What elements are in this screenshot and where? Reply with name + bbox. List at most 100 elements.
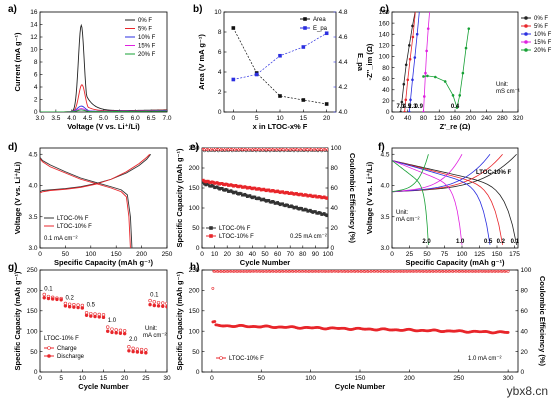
nyquist-curve: [423, 28, 470, 110]
y-tick-label: 180: [379, 9, 390, 16]
plot-area: [399, 12, 471, 112]
y2-axis-label: E_pa: [356, 53, 365, 72]
x-tick-label: 200: [136, 251, 147, 258]
x-tick-label: 80: [299, 251, 307, 258]
nyquist-point: [404, 63, 408, 67]
nyquist-point: [411, 78, 414, 82]
charge-point: [106, 325, 110, 329]
x-axis-label: Specific Capacity (mAh g⁻¹): [54, 258, 153, 267]
y-tick-label: 4: [218, 69, 222, 76]
y-tick-label: 10: [214, 9, 222, 16]
x-tick-label: 150: [111, 251, 122, 258]
x-tick-label: 20: [224, 251, 232, 258]
plot-area: [211, 270, 510, 335]
y-tick-label: 80: [382, 65, 390, 72]
nyquist-point: [413, 56, 417, 59]
y-tick-label: 0: [34, 109, 38, 116]
current-label: 0.25 mA cm⁻²: [290, 234, 327, 240]
x-tick-label: 0: [38, 375, 42, 382]
nyquist-point: [402, 82, 406, 86]
charge-curve: [40, 153, 151, 194]
nyquist-point: [426, 27, 430, 30]
discharge-point: [89, 314, 93, 318]
x-tick-label: 6.5: [147, 115, 156, 122]
plot-area: [40, 153, 152, 248]
y-tick-label: 8: [34, 59, 38, 66]
rate-label: 0.5: [484, 239, 493, 245]
y2-tick-label: 0: [521, 369, 525, 376]
y-tick-label: 2: [218, 89, 222, 96]
x-tick-label: 200: [404, 375, 415, 382]
x-axis-label: Z'_re (Ω): [440, 122, 471, 131]
y-tick-label: 60: [382, 76, 390, 83]
charge-point: [139, 347, 144, 352]
rate-label: 0.1: [511, 239, 520, 245]
charge-point: [131, 346, 135, 351]
series-title: LTOC-10% F: [476, 170, 511, 176]
y-tick-label: 20: [382, 98, 390, 105]
charge-point: [152, 300, 157, 304]
area-point: [324, 102, 329, 106]
y-tick-label: 0: [218, 109, 222, 116]
x-tick-label: 120: [434, 115, 445, 122]
x-tick-label: 240: [481, 115, 492, 122]
legend-marker: [209, 234, 213, 238]
legend-marker: [47, 346, 51, 350]
panel-letter: d): [8, 142, 17, 153]
unit-value: mA cm⁻²: [143, 333, 167, 339]
x-tick-label: 25: [406, 251, 414, 258]
x-tick-label: 0: [390, 115, 394, 122]
y-tick-label: 0: [386, 109, 390, 116]
legend-entry: LTOC-10% F: [57, 224, 92, 230]
y2-tick-label: 4.2: [339, 84, 348, 91]
y-tick-label: 8: [218, 29, 222, 36]
nyquist-point: [400, 100, 404, 104]
discharge-curve: [392, 160, 429, 245]
capacity-point: [326, 196, 328, 200]
charge-point: [110, 327, 114, 331]
y2-axis-label: Coulombic Efficiency (%): [538, 276, 547, 367]
ce-point: [211, 286, 215, 290]
x-axis-label: Specific Capacity (mAh g⁻¹): [406, 258, 505, 267]
discharge-point: [84, 313, 89, 317]
x-tick-label: 100: [85, 251, 96, 258]
y-tick-label: 0: [196, 245, 200, 252]
current-label: 1.0 mA cm⁻²: [468, 356, 502, 362]
x-tick-label: 15: [300, 115, 308, 122]
y-tick-label: 100: [379, 54, 390, 61]
y2-tick-label: 80: [331, 165, 339, 172]
y-tick-label: 150: [27, 308, 38, 315]
nyquist-curve: [423, 12, 430, 112]
y-tick-label: 4.5: [28, 151, 37, 158]
charge-point: [161, 301, 165, 305]
y-tick-label: 10: [30, 47, 38, 54]
y2-tick-label: 100: [331, 145, 342, 152]
discharge-point: [67, 305, 72, 309]
legend-entry: Charge: [57, 346, 77, 352]
x-tick-label: 0: [210, 375, 214, 382]
discharge-curve: [40, 158, 131, 248]
rate-label: 0.2: [65, 295, 74, 301]
legend-entry: 0% F: [534, 16, 548, 22]
nyquist-point: [443, 80, 447, 83]
discharge-curve: [392, 160, 517, 245]
y-axis-label: Specific Capacity (mAh g⁻¹): [13, 271, 22, 370]
charge-curve: [392, 154, 491, 193]
legend-marker: [303, 26, 307, 30]
charge-point: [42, 292, 46, 297]
epa-point: [278, 53, 282, 58]
nyquist-point: [425, 49, 428, 53]
conductivity-label: 7.1: [396, 104, 405, 110]
nyquist-point: [461, 71, 465, 75]
y-tick-label: 50: [192, 225, 200, 232]
nyquist-point: [458, 94, 462, 97]
panel-h: h) 0 50 100 150 200 250 300 0 50 100 150 200 250 0 20 40…: [175, 262, 547, 391]
discharge-point: [131, 349, 135, 354]
rate-label: 1.0: [456, 239, 465, 245]
discharge-curve: [392, 160, 463, 245]
x-tick-label: 250: [453, 375, 464, 382]
x-tick-label: 80: [420, 115, 428, 122]
y-tick-label: 250: [27, 267, 38, 274]
x-tick-label: 175: [509, 251, 520, 258]
panel-d: d) 0 50 100 150 200 250 3.0 3.5 4.0 4.5 Specific Ca…: [8, 142, 173, 267]
